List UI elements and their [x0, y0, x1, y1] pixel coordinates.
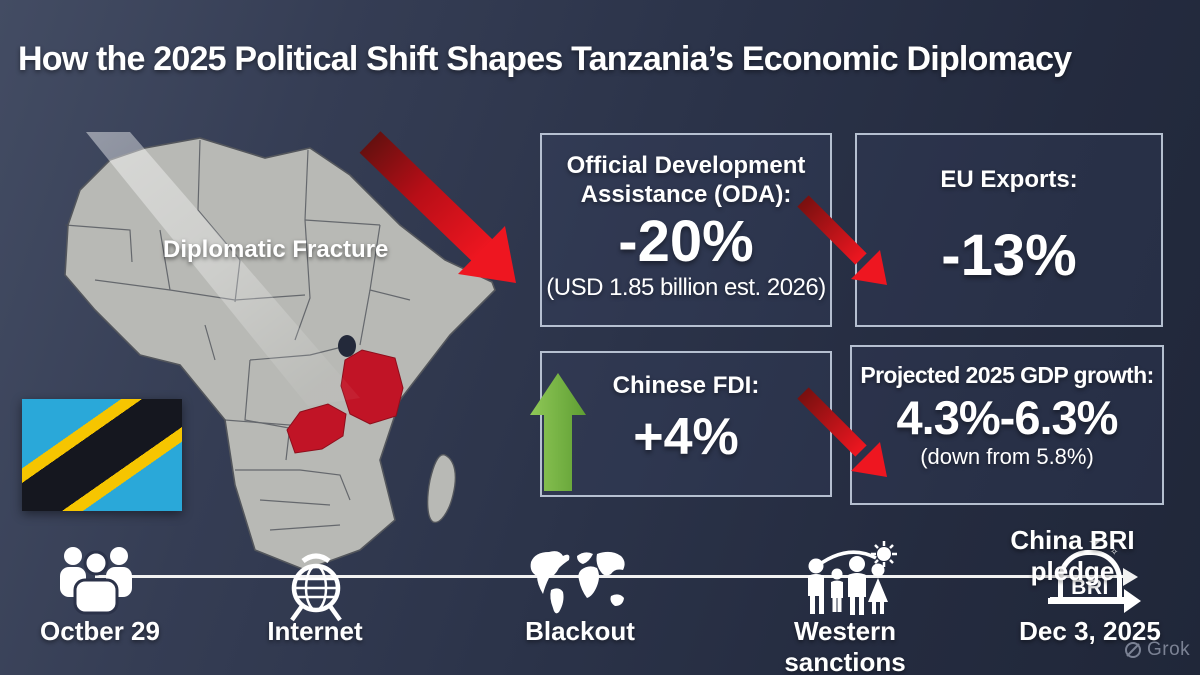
timeline-label-october-29: Octber 29	[40, 616, 160, 646]
stat-card-chinese-fdi: Chinese FDI: +4%	[540, 351, 832, 497]
family-icon	[808, 541, 897, 615]
timeline-label-dec-3-2025: Dec 3, 2025	[1019, 616, 1161, 646]
madagascar	[426, 453, 457, 524]
stat-label: Chinese FDI:	[612, 372, 760, 399]
bri-base-bar	[1048, 598, 1132, 604]
stat-value: +4%	[633, 408, 739, 467]
stat-value: -20%	[618, 208, 754, 274]
stat-note: (down from 5.8%)	[920, 444, 1094, 470]
stat-label: EU Exports:	[940, 166, 1078, 193]
world-map-icon	[530, 551, 625, 614]
growth-arrow-icon	[530, 373, 586, 491]
stat-value: -13%	[941, 223, 1077, 289]
stat-card-oda: Official Development Assistance (ODA): -…	[540, 133, 832, 327]
africa-landmass	[64, 132, 496, 571]
grok-logo-icon	[1125, 642, 1141, 658]
bri-badge-label: BRI	[1071, 576, 1109, 599]
timeline-arrowhead-icon	[1123, 568, 1138, 586]
stat-card-gdp-growth: Projected 2025 GDP growth: 4.3%-6.3% (do…	[850, 345, 1164, 505]
timeline-label-blackout: Blackout	[525, 616, 635, 646]
timeline-label-western-sanctions: Western sanctions	[784, 616, 906, 675]
decline-arrow-icon	[797, 195, 887, 285]
lake-victoria	[338, 335, 356, 357]
watermark: Grok	[1124, 639, 1190, 661]
stat-label: Projected 2025 GDP growth:	[860, 362, 1154, 388]
stat-label: Official Development Assistance (ODA):	[566, 152, 806, 209]
fracture-beam	[86, 132, 360, 406]
timeline-line	[95, 575, 1125, 578]
stat-note: (USD 1.85 billion est. 2026)	[546, 274, 826, 302]
watermark-label: Grok	[1147, 639, 1191, 660]
china-bri-pledge-label: China BRI pledge	[1010, 525, 1135, 586]
sparkle-icon: ✧	[1110, 547, 1119, 558]
stat-value: 4.3%-6.3%	[896, 391, 1119, 445]
map-caption: Diplomatic Fracture	[163, 236, 389, 263]
zambia-highlight	[286, 403, 347, 454]
bri-arch: BRI	[1058, 550, 1122, 600]
bri-badge-icon: BRI ✦ ✧	[1048, 534, 1148, 604]
page-title: How the 2025 Political Shift Shapes Tanz…	[18, 40, 1072, 78]
decline-arrow-icon	[359, 131, 516, 283]
stat-card-eu-exports: EU Exports: -13%	[855, 133, 1163, 327]
decline-arrow-icon	[797, 387, 887, 477]
bri-arrow-head-icon	[1124, 589, 1141, 613]
sparkle-icon: ✦	[1088, 533, 1103, 552]
tanzania-flag	[22, 399, 182, 511]
timeline-label-internet: Internet	[267, 616, 363, 646]
people-group-icon	[60, 547, 132, 615]
globe-icon	[290, 553, 342, 622]
africa-map	[64, 132, 496, 571]
